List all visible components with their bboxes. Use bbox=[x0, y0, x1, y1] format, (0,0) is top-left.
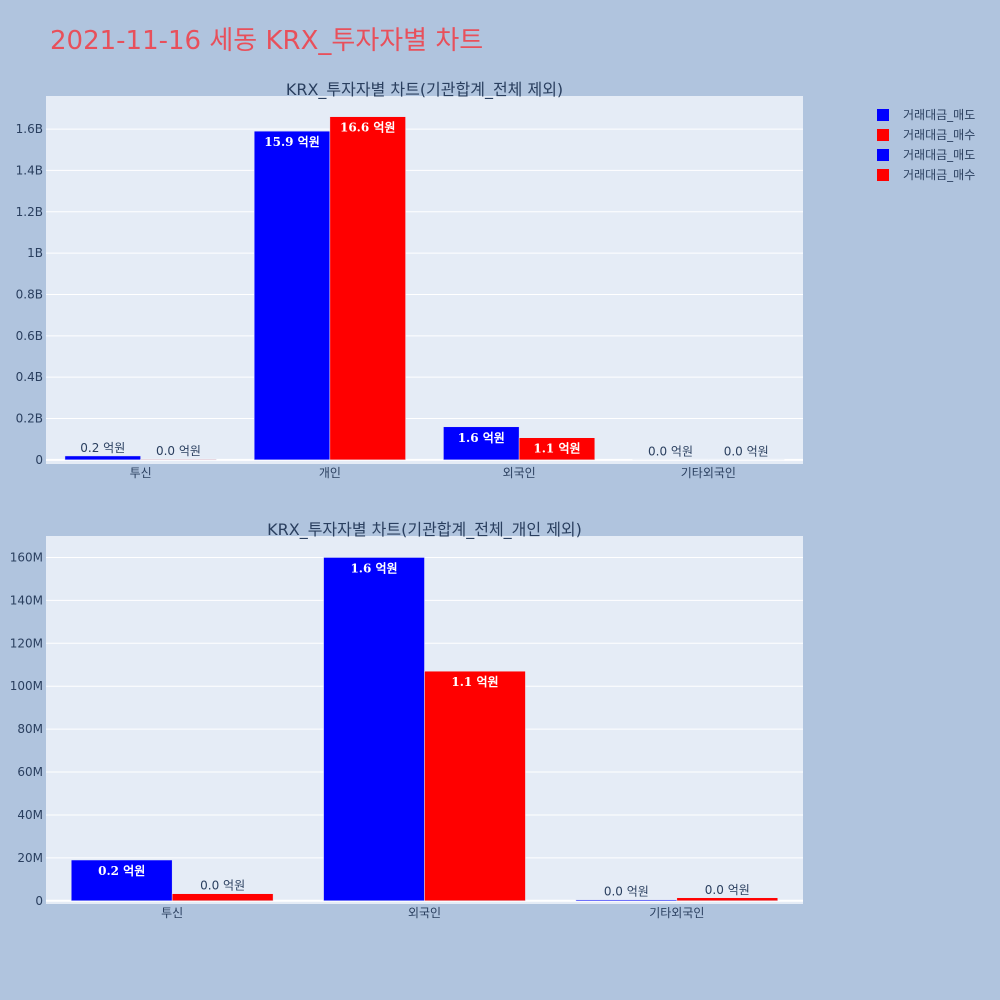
y-tick-label: 1.6B bbox=[16, 122, 43, 136]
bar[interactable] bbox=[323, 557, 425, 902]
bar[interactable] bbox=[329, 116, 406, 461]
y-tick-label: 140M bbox=[10, 593, 43, 607]
y-tick-label: 1B bbox=[27, 246, 43, 260]
legend-swatch[interactable] bbox=[877, 109, 889, 121]
bar[interactable] bbox=[676, 897, 779, 902]
y-tick-label: 120M bbox=[10, 636, 43, 650]
chart-title: KRX_투자자별 차트(기관합계_전체 제외) bbox=[286, 80, 563, 100]
bar[interactable] bbox=[575, 899, 678, 902]
page-title: 2021-11-16 세동 KRX_투자자별 차트 bbox=[50, 26, 483, 56]
bar-data-label: 1.1 억원 bbox=[533, 442, 580, 456]
y-tick-label: 100M bbox=[10, 679, 43, 693]
x-tick-label: 투신 bbox=[130, 466, 152, 480]
y-tick-label: 0.4B bbox=[16, 370, 43, 384]
x-tick-label: 외국인 bbox=[503, 466, 536, 480]
bar[interactable] bbox=[140, 458, 217, 461]
bar[interactable] bbox=[70, 859, 173, 902]
bar-data-label: 0.0 억원 bbox=[200, 879, 245, 893]
bar-data-label: 0.2 억원 bbox=[80, 441, 125, 455]
bar-data-label: 16.6 억원 bbox=[340, 121, 396, 135]
bar-data-label: 0.0 억원 bbox=[156, 444, 201, 458]
bar-data-label: 15.9 억원 bbox=[264, 135, 320, 149]
y-tick-label: 40M bbox=[17, 808, 43, 822]
bar-data-label: 1.1 억원 bbox=[451, 675, 498, 689]
chart-excluding-institutions-and-individuals: KRX_투자자별 차트(기관합계_전체_개인 제외) 0 20M 40M 60M 80M 1… bbox=[10, 520, 803, 920]
bar-data-label: 0.2 억원 bbox=[98, 864, 145, 878]
x-tick-label: 투신 bbox=[161, 906, 183, 920]
legend-label[interactable]: 거래대금_매도 bbox=[903, 108, 975, 122]
y-tick-label: 80M bbox=[17, 722, 43, 736]
y-tick-label: 0.6B bbox=[16, 329, 43, 343]
bar-data-label: 1.6 억원 bbox=[350, 561, 397, 575]
bar-data-label: 0.0 억원 bbox=[648, 445, 693, 459]
plot-background bbox=[46, 96, 803, 464]
y-tick-label: 20M bbox=[17, 851, 43, 865]
legend-swatch[interactable] bbox=[877, 169, 889, 181]
x-tick-label: 외국인 bbox=[408, 906, 441, 920]
bar[interactable] bbox=[253, 130, 331, 461]
x-tick-label: 기타외국인 bbox=[649, 906, 704, 920]
chart-title: KRX_투자자별 차트(기관합계_전체_개인 제외) bbox=[267, 520, 582, 540]
legend-swatch[interactable] bbox=[877, 149, 889, 161]
y-tick-label: 0.2B bbox=[16, 412, 43, 426]
y-tick-label: 60M bbox=[17, 765, 43, 779]
chart-total-excluding-institutions: KRX_투자자별 차트(기관합계_전체 제외) 0 0.2B 0.4B 0.6B 0.8B… bbox=[16, 80, 803, 480]
bar-data-label: 0.0 억원 bbox=[724, 445, 769, 459]
bar-data-label: 0.0 억원 bbox=[705, 883, 750, 897]
bar-data-label: 0.0 억원 bbox=[604, 885, 649, 899]
bar[interactable] bbox=[171, 893, 274, 902]
bar-data-label: 1.6 억원 bbox=[458, 431, 505, 445]
y-tick-label: 0.8B bbox=[16, 287, 43, 301]
legend-swatch[interactable] bbox=[877, 129, 889, 141]
y-tick-label: 1.4B bbox=[16, 163, 43, 177]
legend-label[interactable]: 거래대금_매수 bbox=[903, 168, 975, 182]
y-tick-label: 0 bbox=[35, 453, 43, 467]
x-tick-label: 개인 bbox=[319, 466, 341, 480]
bar[interactable] bbox=[518, 437, 596, 461]
x-tick-label: 기타외국인 bbox=[681, 466, 736, 480]
legend-label[interactable]: 거래대금_매도 bbox=[903, 148, 975, 162]
y-tick-label: 160M bbox=[10, 550, 43, 564]
bar[interactable] bbox=[64, 455, 141, 461]
y-tick-label: 0 bbox=[35, 894, 43, 908]
legend-label[interactable]: 거래대금_매수 bbox=[903, 128, 975, 142]
bar[interactable] bbox=[424, 670, 526, 902]
y-tick-label: 1.2B bbox=[16, 205, 43, 219]
